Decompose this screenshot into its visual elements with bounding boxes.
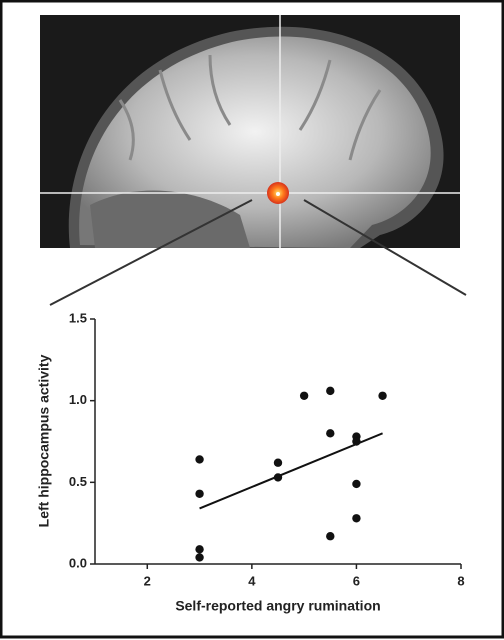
fit-line [199,432,383,510]
y-tick-label: 0.0 [69,555,87,570]
y-axis-label: Left hippocampus activity [36,354,52,527]
brain-image [40,15,467,306]
x-axis-label: Self-reported angry rumination [175,598,380,614]
data-point [195,455,204,464]
data-point [378,391,387,400]
x-tick-label: 6 [353,573,360,588]
x-tick-label: 4 [248,573,256,588]
data-point [326,532,335,541]
data-point [326,386,335,396]
data-point [195,545,204,554]
data-point [326,429,335,438]
x-tick-label: 2 [144,573,151,588]
y-tick-label: 1.0 [69,392,87,407]
data-point [195,553,204,562]
y-tick-label: 1.5 [69,310,87,325]
data-point [352,514,361,523]
data-point [273,458,283,467]
y-tick-label: 0.5 [69,474,87,489]
data-point [352,479,361,489]
data-point [299,391,309,400]
x-tick-label: 8 [457,573,464,588]
data-point [195,489,204,498]
